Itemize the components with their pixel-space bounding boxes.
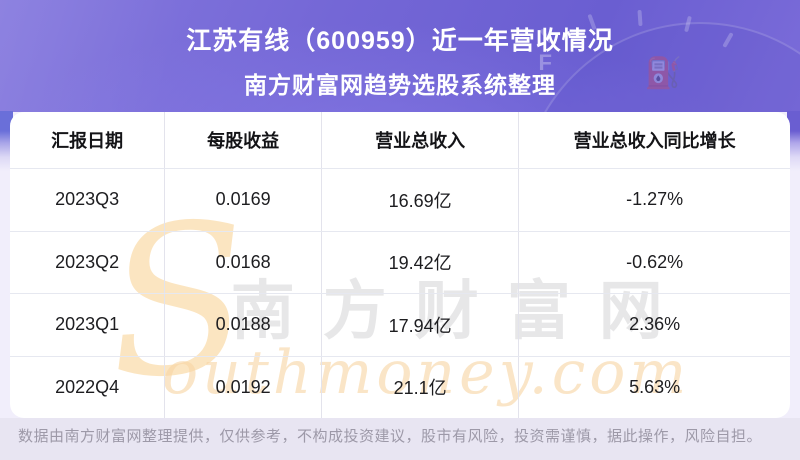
disclaimer-text: 数据由南方财富网整理提供，仅供参考，不构成投资建议，股市有风险，投资需谨慎，据此… xyxy=(18,428,763,445)
cell-eps: 0.0188 xyxy=(165,294,322,356)
right-corner-wave xyxy=(787,111,800,173)
cell-eps: 0.0169 xyxy=(165,169,322,231)
cell-total-revenue: 19.42亿 xyxy=(322,231,520,293)
cell-yoy-growth: 2.36% xyxy=(629,314,681,335)
page-subtitle: 南方财富网趋势选股系统整理 xyxy=(244,72,556,98)
cell-yoy-growth: -1.27% xyxy=(626,189,684,210)
column-header-report-date: 汇报日期 xyxy=(10,112,166,168)
page-title: 江苏有线（600959）近一年营收情况 xyxy=(186,27,614,55)
table-section: S 南方财富网 outhmoney.com 汇报日期 每股收益 营业总收入 营业… xyxy=(0,111,800,418)
table-row: 2023Q2 0.0168 19.42亿 -0.62% xyxy=(10,231,790,294)
cell-eps: 0.0192 xyxy=(165,356,322,418)
cell-total-revenue: 17.94亿 xyxy=(322,294,520,356)
fuel-pump-icon: ⛽ xyxy=(644,57,682,90)
table-header-row: 汇报日期 每股收益 营业总收入 营业总收入同比增长 xyxy=(10,112,790,169)
table-row: 2022Q4 0.0192 21.1亿 5.63% xyxy=(10,356,790,418)
table-row: 2023Q1 0.0188 17.94亿 2.36% xyxy=(10,294,790,357)
cell-total-revenue: 21.1亿 xyxy=(322,356,520,418)
column-header-yoy-growth: 营业总收入同比增长 xyxy=(573,131,736,151)
cell-eps: 0.0168 xyxy=(165,231,322,293)
revenue-table: S 南方财富网 outhmoney.com 汇报日期 每股收益 营业总收入 营业… xyxy=(10,112,790,418)
column-header-eps: 每股收益 xyxy=(165,112,322,168)
cell-report-date: 2023Q3 xyxy=(10,169,166,231)
cell-total-revenue: 16.69亿 xyxy=(322,169,520,231)
cell-report-date: 2022Q4 xyxy=(10,356,166,418)
cell-yoy-growth: 5.63% xyxy=(629,376,681,397)
table-row: 2023Q3 0.0169 16.69亿 -1.27% xyxy=(10,169,790,232)
left-corner-wave xyxy=(0,111,13,173)
cell-report-date: 2023Q1 xyxy=(10,294,166,356)
cell-yoy-growth: -0.62% xyxy=(626,251,684,272)
disclaimer-bar: 数据由南方财富网整理提供，仅供参考，不构成投资建议，股市有风险，投资需谨慎，据此… xyxy=(0,418,800,460)
column-header-total-revenue: 营业总收入 xyxy=(322,112,520,168)
cell-report-date: 2023Q2 xyxy=(10,231,166,293)
gauge-f-label: F xyxy=(538,50,552,75)
header-banner: F ⛽ 江苏有线（600959）近一年营收情况 南方财富网趋势选股系统整理 xyxy=(0,0,800,112)
